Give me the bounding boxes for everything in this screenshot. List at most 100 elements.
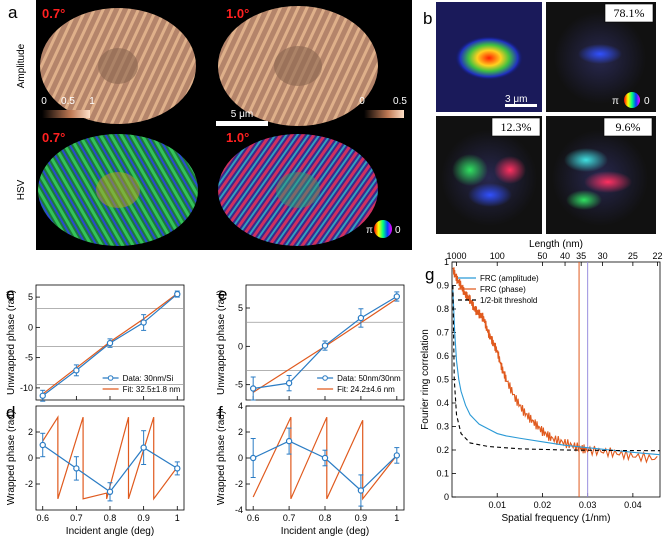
ytick-label-g-9: 0.9 xyxy=(436,281,449,291)
amplitude-center-0-7 xyxy=(98,48,138,84)
toptick-label-g-5: 30 xyxy=(598,251,608,261)
ytick-label-g-7: 0.7 xyxy=(436,328,449,338)
xtick-label-f-3: 0.9 xyxy=(355,513,368,523)
mode-2-pct: 78.1% xyxy=(614,6,645,20)
mode-4-blob-3 xyxy=(566,190,602,210)
ytick-label-f-3: 2 xyxy=(238,427,243,437)
data-point-c-4 xyxy=(174,290,181,298)
data-point-d-2 xyxy=(106,488,114,495)
ylabel-f: Wrapped phase (rad) xyxy=(216,411,227,505)
xtick-label-g-2: 0.03 xyxy=(579,500,597,510)
charts-layer: c -10 -5 0 5 Unwrapped phase (rad) Data: 30nm/… xyxy=(6,239,663,537)
mode-4-pct-box xyxy=(603,117,653,137)
xtick-label-d-3: 0.9 xyxy=(137,513,150,523)
xtick-label-g-3: 0.04 xyxy=(624,500,642,510)
ytick-label-g-1: 0.1 xyxy=(436,469,449,479)
ytick-label-f-0: -4 xyxy=(235,505,243,515)
data-point-f-1 xyxy=(285,437,293,445)
data-point-e-0 xyxy=(249,385,257,392)
row-label-hsv: HSV xyxy=(16,179,27,200)
xlabel-f: Incident angle (deg) xyxy=(281,526,369,537)
panel-b: b 3 μm 78.1% π 0 12.3% 9.6% xyxy=(423,2,656,234)
legend-text-e-1: Fit: 24.2±4.6 nm xyxy=(337,385,395,394)
mode-3-blob-2 xyxy=(494,156,526,184)
data-point-c-0 xyxy=(39,392,46,399)
xtick-label-f-2: 0.8 xyxy=(319,513,332,523)
sawtooth-d xyxy=(42,415,178,501)
panel-e-label: e xyxy=(218,285,227,304)
hsv-center-0-7 xyxy=(96,172,140,208)
legend-text-e-0: Data: 50nm/30nm xyxy=(337,374,401,383)
wheel-a-pi: π xyxy=(366,225,373,236)
legend-marker-c-0 xyxy=(107,375,114,381)
mode-2-pct-box xyxy=(604,3,654,23)
wheel-a-zero: 0 xyxy=(395,225,401,236)
angle-label-0-7-top: 0.7° xyxy=(42,6,65,21)
legend-marker-e-0 xyxy=(322,375,328,381)
cbar-left-tick-2: 1 xyxy=(89,96,95,107)
wheel-b-pi: π xyxy=(612,96,619,107)
xlabel-d: Incident angle (deg) xyxy=(66,526,154,537)
toptick-label-g-4: 35 xyxy=(576,251,586,261)
ytick-label-g-3: 0.3 xyxy=(436,422,449,432)
panel-c-label: c xyxy=(6,285,15,304)
ytick-label-c-2: 0 xyxy=(28,322,33,332)
ytick-label-f-1: -2 xyxy=(235,479,243,489)
cbar-right-tick-0: 0 xyxy=(359,96,365,107)
ytick-label-g-5: 0.5 xyxy=(436,375,449,385)
toptick-label-g-6: 25 xyxy=(628,251,638,261)
ytick-label-d-2: 2 xyxy=(28,427,33,437)
ytick-label-d-0: -2 xyxy=(25,479,33,489)
ytick-label-g-4: 0.4 xyxy=(436,398,449,408)
data-point-e-3 xyxy=(357,314,365,322)
toptick-label-g-3: 40 xyxy=(560,251,570,261)
data-point-c-3 xyxy=(140,319,147,326)
data-point-f-3 xyxy=(357,487,365,494)
ylabel-g: Fourier ring correlation xyxy=(420,329,431,430)
data-point-d-4 xyxy=(174,465,181,472)
cbar-right-tick-1: 0.5 xyxy=(393,96,407,107)
mode-3-blob-1 xyxy=(452,154,488,186)
ytick-label-f-4: 4 xyxy=(238,401,243,411)
angle-label-0-7-bottom: 0.7° xyxy=(42,130,65,145)
angle-label-1-0-bottom: 1.0° xyxy=(226,130,249,145)
mode-4-blob-1 xyxy=(564,148,608,172)
legend-text-g-0: FRC (amplitude) xyxy=(480,274,539,283)
data-point-d-1 xyxy=(73,465,80,472)
xtick-label-g-1: 0.02 xyxy=(534,500,552,510)
data-point-c-2 xyxy=(106,339,114,347)
row-label-amplitude: Amplitude xyxy=(16,43,27,88)
cbar-left-tick-1: 0.5 xyxy=(61,96,75,107)
data-point-e-1 xyxy=(285,379,293,387)
wheel-b-zero: 0 xyxy=(644,96,650,107)
mode-4-pct: 9.6% xyxy=(616,120,641,134)
panel-b-label: b xyxy=(423,9,432,28)
ytick-label-g-8: 0.8 xyxy=(436,304,449,314)
ytick-label-g-10: 1 xyxy=(444,257,449,267)
xtick-label-d-2: 0.8 xyxy=(104,513,117,523)
cbar-left-tick-0: 0 xyxy=(41,96,47,107)
panel-a: a 0.7° 1.0° Amplitude 0 0.5 1 0 0.5 5 μm… xyxy=(8,0,412,250)
data-point-e-4 xyxy=(393,293,401,300)
phase-color-wheel-b xyxy=(624,92,640,108)
ytick-label-d-1: 0 xyxy=(28,453,33,463)
data-point-d-3 xyxy=(140,444,147,451)
frc-series-0 xyxy=(452,290,661,456)
ytick-label-c-1: -5 xyxy=(25,353,33,363)
mode-2-blob xyxy=(578,44,622,64)
scale-bar-b xyxy=(505,104,537,107)
legend-text-c-0: Data: 30nm/Si xyxy=(123,374,174,383)
mode-3-pct-box xyxy=(491,117,541,137)
ytick-label-e-1: 0 xyxy=(238,341,243,351)
mode-3-disk xyxy=(441,130,537,226)
mode-3-blob-3 xyxy=(468,183,512,207)
data-point-d-0 xyxy=(39,441,46,449)
data-point-f-2 xyxy=(321,454,329,462)
toptick-label-g-2: 50 xyxy=(537,251,547,261)
scale-bar-b-label: 3 μm xyxy=(505,94,527,105)
data-point-c-1 xyxy=(73,367,80,374)
panel-a-label: a xyxy=(8,3,18,22)
xtick-label-f-1: 0.7 xyxy=(283,513,296,523)
ytick-label-e-0: -5 xyxy=(235,380,243,390)
